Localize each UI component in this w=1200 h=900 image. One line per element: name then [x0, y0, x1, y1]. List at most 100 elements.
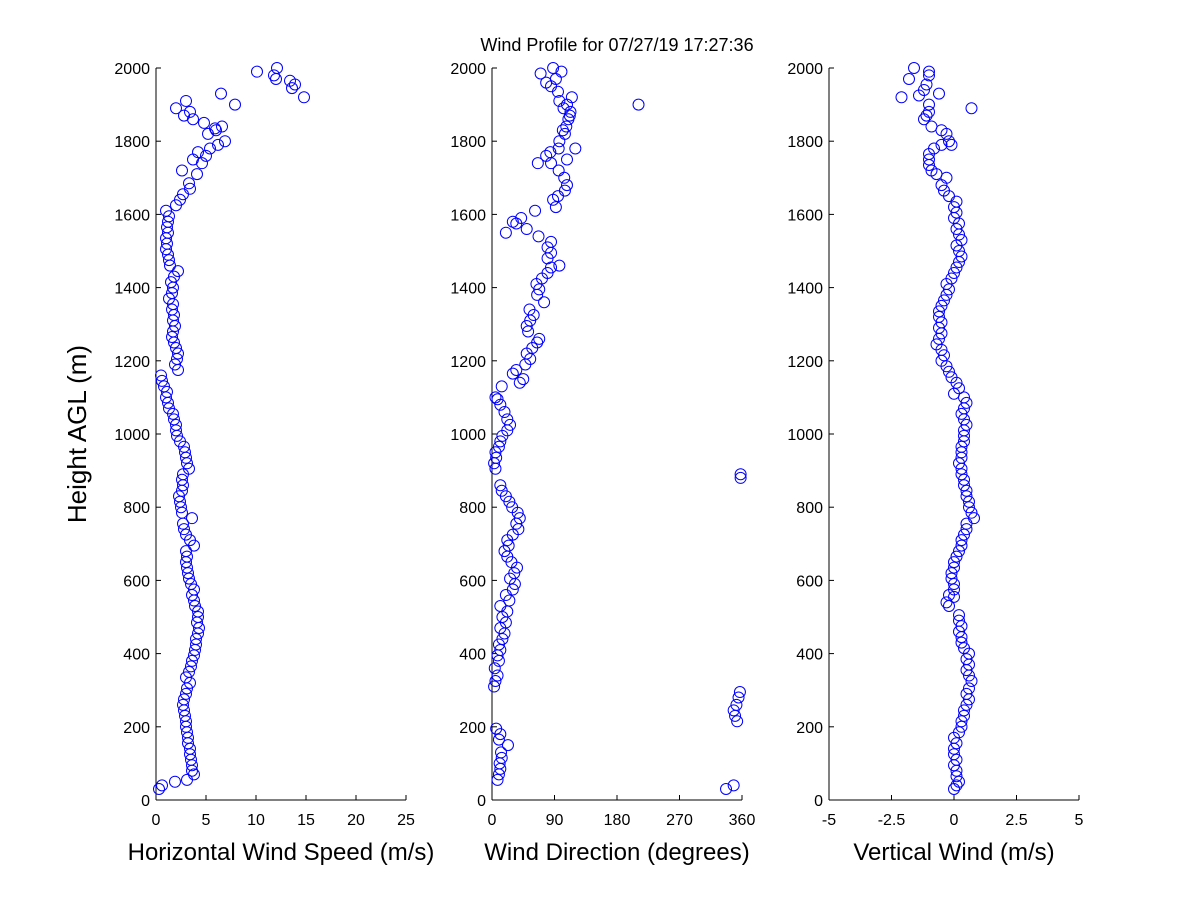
direction-x-tick-label: 270 [666, 812, 693, 829]
vertical-data-point [953, 545, 965, 558]
speed-data-point [178, 109, 190, 122]
vertical-data-point [960, 687, 973, 700]
speed-data-point [183, 665, 195, 678]
vertical-data-point [955, 468, 968, 481]
direction-data-point [492, 440, 505, 453]
direction-data-point [734, 468, 747, 481]
vertical-y-tick-label: 1600 [787, 207, 823, 224]
direction-data-point [565, 91, 578, 104]
panel-vertical: 0 200 400 600 800 1000 1200 1400 1600 1800 2000 -5 -… [787, 61, 1083, 866]
speed-data-point [192, 611, 204, 623]
speed-data-point [180, 671, 192, 684]
vertical-data-point [930, 338, 943, 351]
direction-data-point [727, 779, 740, 792]
direction-data-point [495, 380, 508, 393]
vertical-data-point [938, 349, 950, 362]
direction-data-point [555, 65, 568, 78]
direction-data-point [495, 751, 508, 764]
direction-data-point [513, 512, 526, 525]
direction-data-point [491, 773, 504, 786]
direction-data-point [490, 451, 503, 464]
direction-y-tick-label: 1000 [450, 427, 486, 444]
vertical-data-point [925, 120, 938, 133]
speed-x-tick-label: 0 [152, 812, 161, 829]
vertical-x-axis-title: Vertical Wind (m/s) [853, 839, 1054, 866]
speed-y-tick-label: 1000 [114, 427, 150, 444]
speed-data-point [173, 490, 185, 503]
direction-data-point [563, 109, 576, 122]
vertical-data-point [963, 682, 975, 695]
speed-data-point [298, 91, 310, 104]
vertical-data-point [933, 305, 945, 318]
direction-data-point [556, 124, 569, 137]
vertical-data-point [958, 704, 970, 717]
speed-data-point [163, 402, 175, 415]
direction-data-point [508, 567, 521, 580]
vertical-data-point [953, 609, 965, 622]
vertical-data-point [953, 382, 965, 395]
vertical-data-point [955, 440, 968, 453]
direction-data-point [517, 373, 530, 386]
direction-data-point [557, 102, 570, 115]
vertical-data-point [955, 407, 968, 420]
vertical-data-point [950, 261, 963, 274]
speed-data-point [191, 168, 203, 181]
vertical-data-point [920, 78, 933, 91]
speed-data-point [165, 276, 177, 289]
speed-data-point [156, 374, 168, 387]
speed-data-point [163, 292, 175, 305]
panel-direction: 0 200 400 600 800 1000 1200 1400 1600 1800 2000 0 90… [450, 61, 755, 866]
speed-data-point [172, 265, 184, 278]
speed-data-point [219, 135, 231, 148]
vertical-data-point [923, 105, 935, 118]
speed-data-point [189, 600, 201, 613]
speed-data-point [180, 528, 192, 541]
speed-data-point [192, 146, 204, 159]
vertical-data-point [923, 153, 935, 166]
speed-data-point [183, 462, 195, 475]
direction-data-point [532, 230, 545, 243]
speed-data-point [251, 65, 263, 78]
direction-data-point [632, 98, 645, 111]
vertical-data-point [955, 534, 968, 547]
speed-data-point [177, 698, 189, 711]
vertical-x-tick-label: 0 [950, 812, 959, 829]
vertical-x-tick-label: -2.5 [878, 812, 906, 829]
direction-data-point [491, 393, 504, 406]
speed-data-point [169, 358, 181, 371]
vertical-data-point [943, 283, 955, 296]
vertical-data-point [955, 234, 968, 247]
vertical-data-point [935, 316, 948, 329]
vertical-data-point [955, 250, 968, 263]
vertical-y-tick-label: 200 [796, 720, 823, 737]
direction-data-point [561, 179, 573, 192]
direction-y-tick-label: 600 [459, 573, 486, 590]
direction-data-point [552, 142, 565, 155]
vertical-data-point [923, 98, 935, 111]
direction-data-point [733, 686, 746, 699]
direction-x-tick-label: 360 [729, 812, 756, 829]
direction-data-point [506, 501, 519, 514]
speed-y-tick-label: 200 [123, 720, 150, 737]
vertical-data-point [953, 457, 965, 470]
direction-x-axis-title: Wind Direction (degrees) [484, 839, 749, 866]
speed-data-point [179, 446, 191, 459]
speed-x-tick-label: 20 [347, 812, 365, 829]
vertical-data-point [953, 775, 965, 788]
vertical-data-point [945, 272, 958, 285]
speed-data-point [161, 385, 173, 398]
speed-data-point [174, 435, 186, 448]
direction-data-point [558, 184, 571, 197]
speed-data-point [286, 82, 298, 95]
vertical-y-tick-label: 600 [796, 573, 823, 590]
speed-data-point [170, 102, 182, 115]
direction-data-point [501, 739, 514, 752]
direction-data-point [513, 376, 526, 389]
direction-data-point [488, 680, 501, 693]
vertical-x-tick-label: 5 [1075, 812, 1084, 829]
vertical-data-point [963, 495, 975, 508]
direction-data-point [531, 157, 544, 170]
direction-y-tick-label: 400 [459, 647, 486, 664]
